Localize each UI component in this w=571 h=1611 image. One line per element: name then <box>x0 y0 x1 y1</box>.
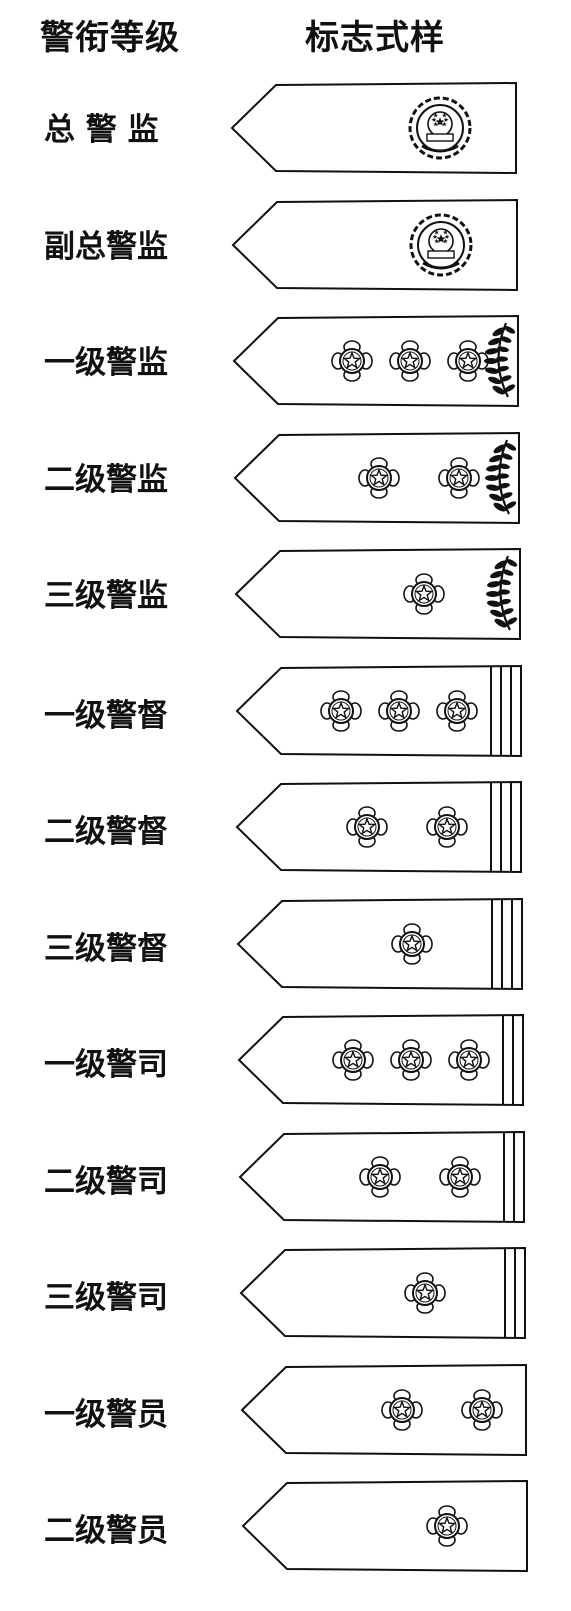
rank-column-header: 警衔等级 <box>40 18 180 58</box>
laurel-wreath-icon <box>485 555 517 631</box>
shoulder-board <box>235 780 523 874</box>
star-pip-icon <box>390 1039 432 1081</box>
star-pip-icon <box>402 573 445 615</box>
star-pip-icon <box>435 689 478 732</box>
star-pip-icon <box>461 1388 503 1431</box>
insignia-column-header: 标志式样 <box>305 18 445 58</box>
rank-name: 总 警 监 <box>44 112 159 148</box>
board-outline <box>231 198 518 291</box>
star-pip-icon <box>332 1039 374 1081</box>
shoulder-board <box>234 547 521 641</box>
board-outline <box>236 897 524 990</box>
shoulder-board <box>238 1130 526 1223</box>
rank-row: 三级警督 <box>0 886 571 996</box>
rank-name: 三级警司 <box>44 1280 168 1316</box>
national-emblem-icon <box>408 96 472 160</box>
star-pip-icon <box>381 1388 423 1431</box>
rank-name: 一级警司 <box>44 1047 168 1083</box>
rank-row: 一级警员 <box>0 1352 571 1462</box>
shoulder-board <box>231 198 518 291</box>
star-pip-icon <box>439 1155 481 1198</box>
star-pip-icon <box>377 689 420 732</box>
rank-name: 三级警监 <box>44 578 168 614</box>
rank-name: 二级警监 <box>44 461 168 498</box>
star-pip-icon <box>359 1155 401 1198</box>
rank-row: 二级警监 <box>0 420 571 530</box>
star-pip-icon <box>437 456 480 499</box>
rank-name: 副总警监 <box>44 228 168 265</box>
star-pip-icon <box>346 806 389 848</box>
star-pip-icon <box>425 1505 468 1547</box>
star-pip-icon <box>391 922 434 965</box>
board-outline <box>232 314 519 408</box>
star-pip-icon <box>357 456 400 499</box>
shoulder-board <box>233 431 520 524</box>
star-pip-icon <box>426 806 469 848</box>
rank-name: 一级警员 <box>44 1396 168 1433</box>
star-pip-icon <box>388 340 431 382</box>
rank-row: 一级警监 <box>0 303 571 413</box>
laurel-wreath-icon <box>484 439 516 514</box>
rank-name: 一级警监 <box>44 345 168 381</box>
rank-name: 一级警督 <box>44 697 168 734</box>
shoulder-board <box>239 1246 526 1340</box>
shoulder-board <box>241 1479 528 1573</box>
rank-name: 二级警员 <box>44 1513 168 1549</box>
shoulder-board <box>236 897 524 990</box>
shoulder-board <box>232 314 519 408</box>
rank-row: 二级警司 <box>0 1119 571 1229</box>
rank-row: 二级警督 <box>0 769 571 879</box>
star-pip-icon <box>330 340 373 382</box>
national-emblem-icon <box>409 213 473 276</box>
rank-row: 一级警督 <box>0 653 571 763</box>
board-outline <box>234 547 521 641</box>
shoulder-board <box>237 1013 525 1107</box>
board-outline <box>237 1013 525 1107</box>
rank-row: 二级警员 <box>0 1468 571 1578</box>
rank-name: 二级警司 <box>44 1163 168 1200</box>
rank-row: 三级警司 <box>0 1235 571 1345</box>
rank-row: 副总警监 <box>0 187 571 297</box>
rank-row: 一级警司 <box>0 1002 571 1112</box>
rank-row: 总 警 监 <box>0 70 571 180</box>
shoulder-board <box>235 664 522 757</box>
rank-name: 三级警督 <box>44 930 168 967</box>
rank-name: 二级警督 <box>44 814 168 850</box>
board-outline <box>230 81 517 175</box>
rank-row: 三级警监 <box>0 536 571 646</box>
shoulder-board <box>230 81 517 175</box>
board-outline <box>239 1246 526 1340</box>
laurel-wreath-icon <box>483 322 515 398</box>
board-outline <box>241 1479 528 1573</box>
star-pip-icon <box>448 1039 490 1081</box>
shoulder-board <box>240 1363 527 1456</box>
star-pip-icon <box>404 1272 446 1314</box>
star-pip-icon <box>319 689 362 732</box>
